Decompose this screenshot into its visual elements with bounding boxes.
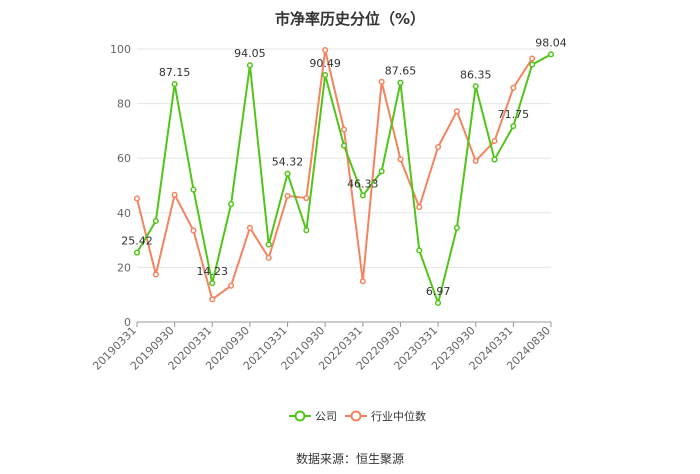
data-point-1-4[interactable] bbox=[209, 296, 216, 303]
x-axis: 2019033120190930202003312020093020210331… bbox=[90, 321, 553, 373]
data-point-0-9[interactable] bbox=[303, 227, 310, 234]
data-point-1-6[interactable] bbox=[246, 224, 253, 231]
data-point-1-18[interactable] bbox=[472, 157, 479, 164]
data-labels: 25.42 87.15 14.23 94.05 54.32 90.49 46.33 87.65… bbox=[121, 36, 567, 298]
grid-lines bbox=[137, 48, 551, 268]
data-point-0-8[interactable] bbox=[284, 170, 291, 177]
data-point-0-15[interactable] bbox=[416, 247, 423, 254]
data-label: 54.32 bbox=[272, 156, 304, 169]
data-label: 86.35 bbox=[460, 68, 492, 81]
legend[interactable]: 公司 行业中位数 bbox=[289, 409, 426, 423]
data-point-0-21[interactable] bbox=[529, 61, 536, 68]
data-point-1-8[interactable] bbox=[284, 192, 291, 199]
data-label: 46.33 bbox=[347, 178, 379, 191]
data-point-1-21[interactable] bbox=[529, 55, 536, 62]
data-label: 94.05 bbox=[234, 47, 266, 60]
data-point-1-20[interactable] bbox=[510, 84, 517, 91]
data-label: 71.75 bbox=[498, 108, 530, 121]
data-point-1-5[interactable] bbox=[228, 282, 235, 289]
data-point-1-2[interactable] bbox=[171, 191, 178, 198]
data-label: 87.15 bbox=[159, 66, 191, 79]
data-point-0-4[interactable] bbox=[209, 280, 216, 287]
data-point-1-11[interactable] bbox=[340, 126, 348, 133]
legend-label: 公司 bbox=[315, 410, 337, 423]
data-point-0-5[interactable] bbox=[228, 201, 235, 208]
data-point-1-16[interactable] bbox=[435, 143, 442, 151]
data-point-0-6[interactable] bbox=[246, 62, 253, 69]
data-point-0-16[interactable] bbox=[435, 299, 442, 307]
series-layer bbox=[133, 47, 555, 307]
data-point-0-18[interactable] bbox=[472, 83, 479, 90]
series-line-1 bbox=[136, 49, 534, 301]
data-point-0-1[interactable] bbox=[152, 217, 159, 225]
data-point-0-14[interactable] bbox=[397, 79, 404, 86]
data-label: 87.65 bbox=[385, 65, 417, 78]
y-tick-label: 40 bbox=[117, 207, 131, 220]
data-point-0-13[interactable] bbox=[378, 168, 385, 175]
data-point-1-1[interactable] bbox=[152, 271, 159, 278]
data-point-0-0[interactable] bbox=[133, 249, 141, 256]
data-point-0-10[interactable] bbox=[322, 71, 329, 79]
data-point-1-7[interactable] bbox=[265, 254, 272, 261]
data-point-0-22[interactable] bbox=[547, 51, 555, 58]
legend-item-1[interactable]: 行业中位数 bbox=[345, 409, 426, 423]
data-point-1-19[interactable] bbox=[491, 137, 498, 145]
data-point-1-9[interactable] bbox=[303, 195, 310, 202]
data-point-0-3[interactable] bbox=[190, 186, 197, 193]
data-label: 6.97 bbox=[426, 285, 451, 298]
data-point-1-13[interactable] bbox=[378, 78, 385, 85]
data-point-0-19[interactable] bbox=[491, 156, 498, 163]
data-point-1-12[interactable] bbox=[359, 278, 366, 285]
data-point-1-14[interactable] bbox=[397, 156, 404, 163]
legend-label: 行业中位数 bbox=[371, 409, 426, 423]
data-point-1-0[interactable] bbox=[133, 195, 141, 202]
legend-swatch-marker bbox=[350, 410, 362, 422]
y-tick-label: 80 bbox=[117, 98, 131, 111]
data-label: 98.04 bbox=[535, 36, 567, 49]
data-point-1-15[interactable] bbox=[416, 204, 423, 211]
legend-swatch-marker bbox=[294, 410, 306, 422]
data-point-1-17[interactable] bbox=[453, 108, 460, 115]
data-label: 90.49 bbox=[309, 57, 341, 70]
y-tick-label: 20 bbox=[117, 261, 131, 274]
y-tick-label: 60 bbox=[117, 152, 131, 165]
y-tick-label: 100 bbox=[110, 43, 131, 56]
data-label: 25.42 bbox=[121, 235, 153, 248]
data-point-1-10[interactable] bbox=[322, 47, 329, 54]
data-label: 14.23 bbox=[197, 265, 229, 278]
data-point-1-3[interactable] bbox=[190, 227, 197, 234]
data-point-0-7[interactable] bbox=[265, 241, 272, 248]
y-tick-label: 0 bbox=[124, 316, 131, 329]
legend-item-0[interactable]: 公司 bbox=[289, 410, 337, 423]
data-point-0-20[interactable] bbox=[510, 123, 517, 130]
data-source: 数据来源：恒生聚源 bbox=[296, 451, 404, 466]
y-axis: 0 20 40 60 80 100 bbox=[110, 43, 131, 329]
data-point-0-11[interactable] bbox=[340, 142, 348, 149]
data-point-0-2[interactable] bbox=[171, 81, 178, 88]
chart-title: 市净率历史分位（%） bbox=[275, 10, 425, 28]
data-point-0-17[interactable] bbox=[453, 224, 460, 231]
data-point-0-12[interactable] bbox=[359, 192, 366, 199]
